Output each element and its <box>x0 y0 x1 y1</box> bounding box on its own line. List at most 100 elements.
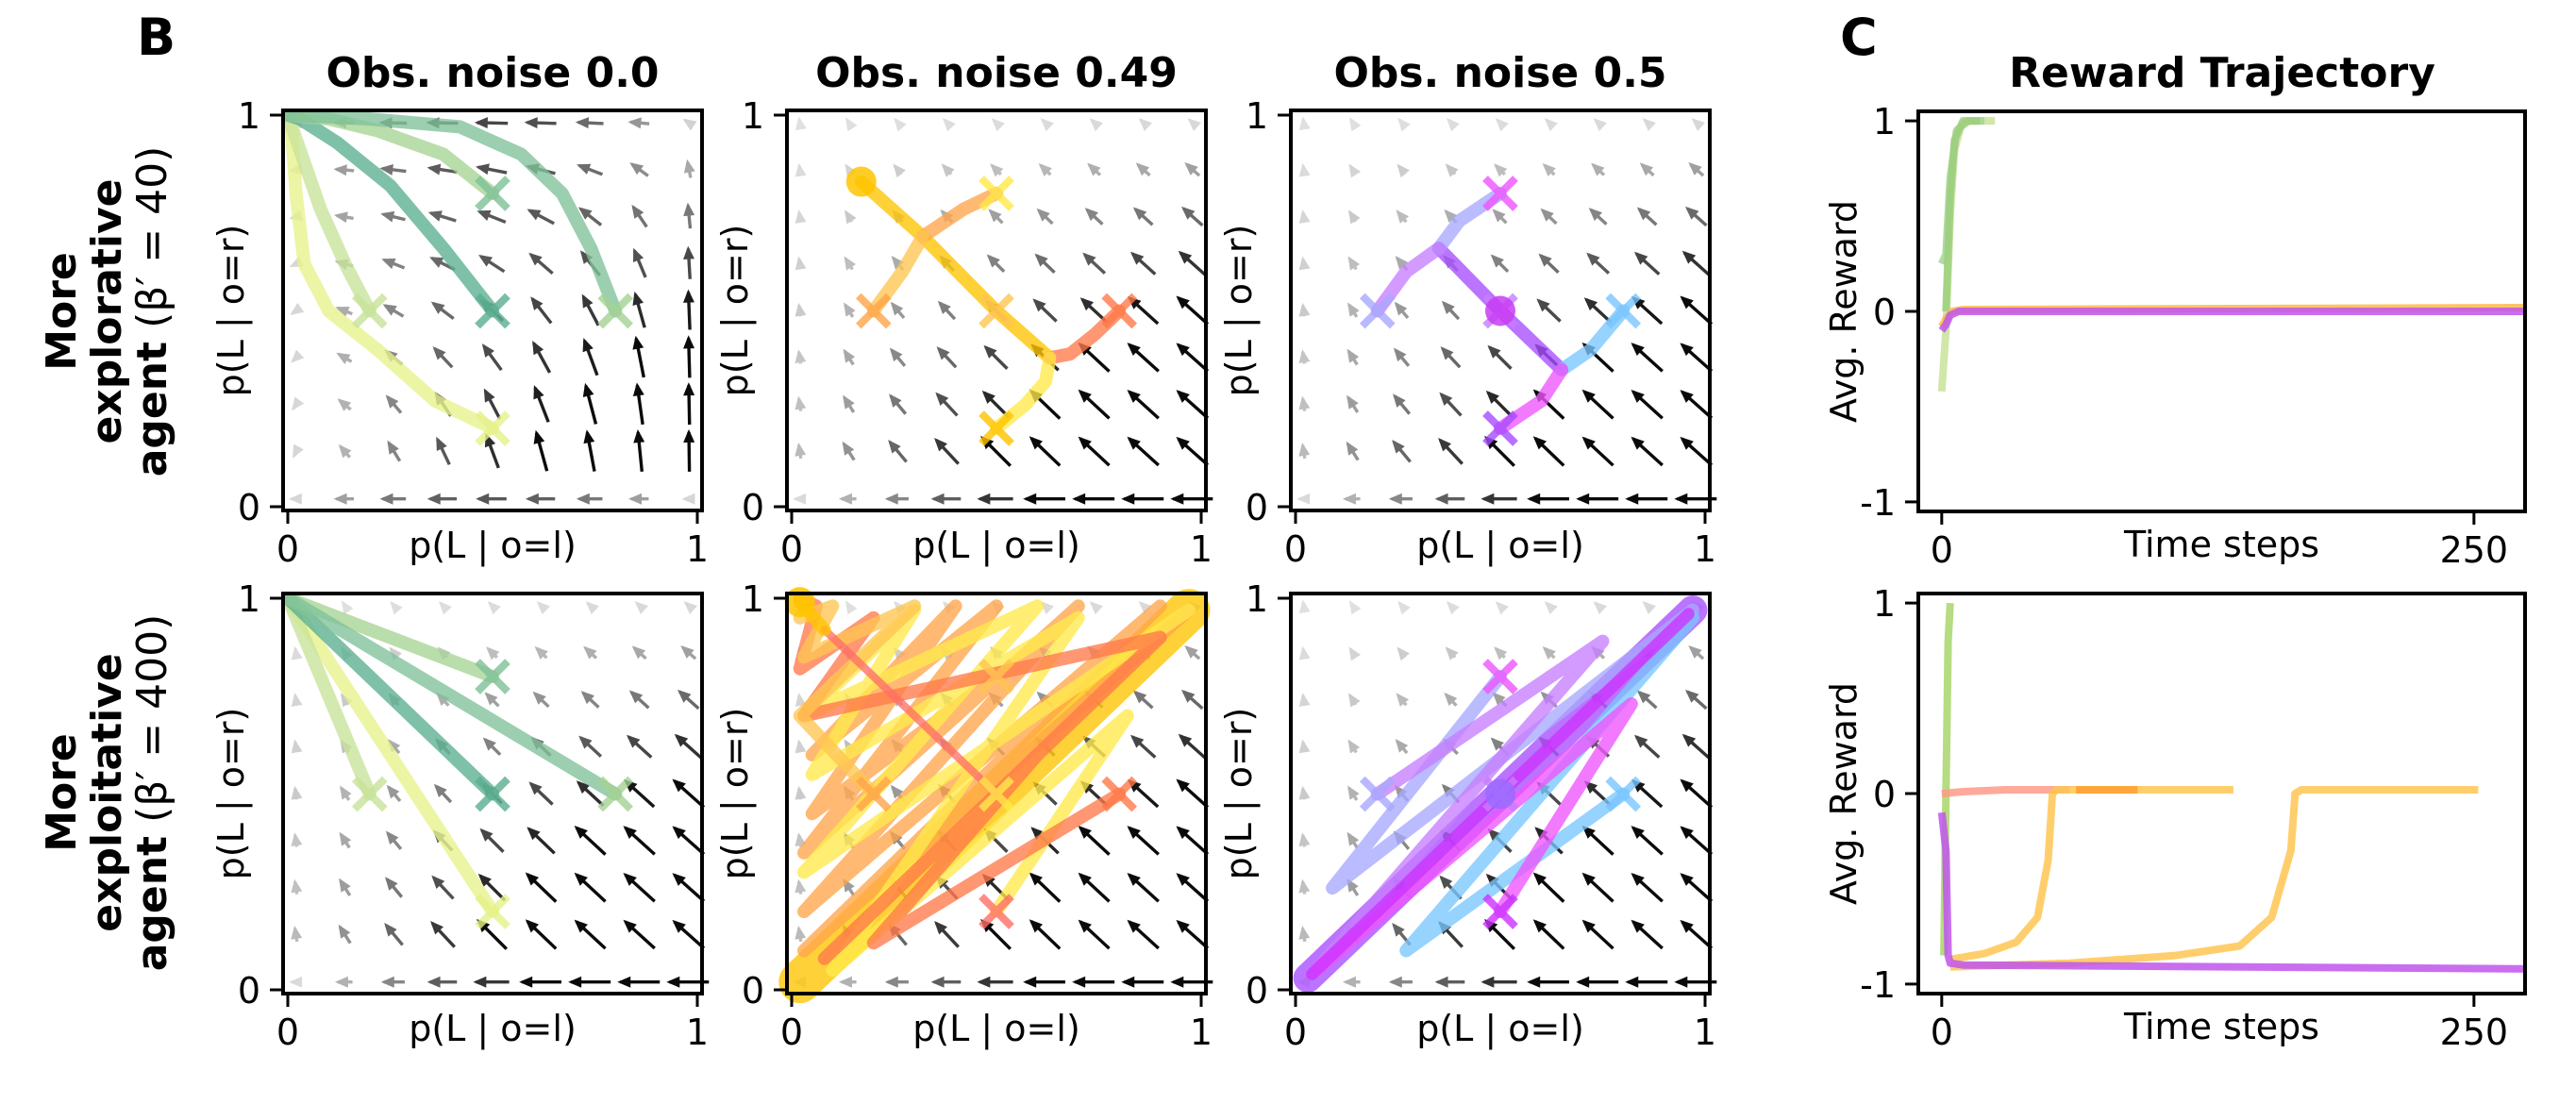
quiver-arrow-head <box>1298 878 1311 894</box>
quiver-arrow <box>1087 162 1102 176</box>
quiver-arrow <box>1187 118 1201 131</box>
quiver-arrow-head <box>1642 118 1656 132</box>
quiver-arrow-head <box>627 117 642 129</box>
quiver-arrow-head <box>793 493 807 505</box>
quiver-arrow <box>1394 301 1410 320</box>
quiver-arrow-head <box>1495 118 1509 132</box>
quiver-arrow <box>1532 436 1565 467</box>
quiver-arrow-head <box>1078 436 1092 450</box>
quiver-arrow-head <box>1490 254 1504 268</box>
quiver-arrow <box>479 828 505 853</box>
quiver-arrow-head <box>430 921 443 935</box>
quiver-arrow <box>1138 118 1152 132</box>
quiver-arrow-head <box>482 737 496 751</box>
quiver-arrow-head <box>436 436 447 452</box>
quiver-arrow <box>889 393 908 415</box>
row-label-line3-bold: agent <box>128 836 176 971</box>
quiver-arrow-head <box>1681 250 1697 264</box>
quiver-arrow <box>1089 601 1103 615</box>
quiver-arrow-head <box>1544 118 1558 132</box>
x-axis-label: p(L | o=l) <box>912 1008 1080 1050</box>
quiver-arrow-head <box>1170 493 1184 505</box>
x-axis-label: p(L | o=l) <box>1416 1008 1584 1050</box>
quiver-arrow <box>793 493 807 505</box>
quiver-arrow-head <box>1176 295 1190 309</box>
quiver-arrow-head <box>339 831 352 846</box>
quiver-arrow-head <box>291 878 303 894</box>
quiver-arrow-head <box>977 976 991 988</box>
quiver-arrow <box>290 303 305 315</box>
quiver-arrow-head <box>893 163 906 178</box>
quiver-arrow-head <box>795 739 807 754</box>
axes-frame <box>281 592 704 995</box>
reward-series-noise049-orange-a <box>1949 786 2233 963</box>
quiver-arrow <box>1078 872 1111 903</box>
y-axis-label: p(L | o=r) <box>210 708 253 880</box>
axes-frame <box>281 109 704 512</box>
quiver-arrow <box>1685 689 1708 711</box>
quiver-arrow <box>532 691 550 709</box>
quiver-arrow <box>475 163 508 176</box>
quiver-arrow <box>576 493 603 505</box>
quiver-arrow-head <box>290 303 305 315</box>
quiver-arrow <box>977 493 1013 505</box>
quiver-arrow-head <box>574 872 588 886</box>
quiver-arrow-head <box>477 873 492 887</box>
axes-frame <box>785 109 1208 512</box>
quiver-arrow <box>1178 250 1207 276</box>
quiver-arrow <box>1129 251 1157 276</box>
quiver-arrow <box>577 163 604 176</box>
quiver-arrow <box>1127 919 1160 950</box>
quiver-arrow-head <box>1347 256 1361 271</box>
quiver-arrow-head <box>1082 252 1096 266</box>
quiver-arrow-head <box>1176 343 1190 357</box>
quiver-arrow-head <box>1347 394 1359 410</box>
x-marker <box>979 659 1014 694</box>
quiver-arrow-head <box>1298 925 1311 940</box>
quiver-arrow-head <box>1348 117 1362 132</box>
quiver-arrow <box>844 256 857 271</box>
quiver-arrow-head <box>1581 919 1596 933</box>
x-tick-label: 0 <box>1284 528 1307 570</box>
x-tick-label: 1 <box>1190 528 1213 570</box>
quiver-arrow <box>340 785 352 801</box>
quiver-arrow <box>385 394 403 414</box>
quiver-arrow <box>941 163 955 177</box>
y-tick-label: 0 <box>1246 487 1268 528</box>
quiver-arrow <box>632 335 645 378</box>
quiver-arrow-head <box>1127 872 1141 886</box>
quiver-arrow <box>674 733 703 760</box>
x-axis-label: p(L | o=l) <box>409 525 577 567</box>
quiver-arrow-head <box>626 734 641 748</box>
quiver-arrow-head <box>433 783 447 798</box>
quiver-arrow <box>339 878 352 896</box>
quiver-arrow <box>333 493 354 505</box>
x-tick-label: 1 <box>686 528 709 570</box>
quiver-arrow <box>1348 600 1362 615</box>
quiver-arrow <box>386 784 402 803</box>
quiver-arrow <box>1631 919 1664 950</box>
quiver-arrow-head <box>289 976 303 988</box>
quiver-arrow-head <box>1544 601 1558 615</box>
quiver-arrow <box>1176 436 1210 467</box>
quiver-arrow-head <box>936 346 950 360</box>
quiver-arrow <box>1129 734 1157 759</box>
y-tick-label: 0 <box>238 970 260 1012</box>
quiver-arrow-head <box>795 116 807 131</box>
quiver-arrow-head <box>533 385 544 400</box>
quiver-arrow <box>1625 976 1668 988</box>
x-marker-stroke <box>351 776 388 812</box>
quiver-arrow <box>1681 733 1711 760</box>
quiver-arrow-head <box>1576 976 1590 988</box>
quiver-arrow-head <box>843 348 856 363</box>
quiver-arrow <box>335 306 353 318</box>
quiver-arrow-head <box>1029 872 1044 886</box>
quiver-arrow <box>632 247 647 278</box>
quiver-arrow <box>1298 878 1311 895</box>
quiver-arrow-head <box>380 210 395 223</box>
y-axis-label: p(L | o=r) <box>210 225 253 397</box>
quiver-arrow-head <box>683 245 695 259</box>
quiver-arrow-head <box>1494 163 1508 177</box>
quiver-arrow-head <box>1176 436 1190 450</box>
quiver-arrow <box>1298 925 1311 943</box>
